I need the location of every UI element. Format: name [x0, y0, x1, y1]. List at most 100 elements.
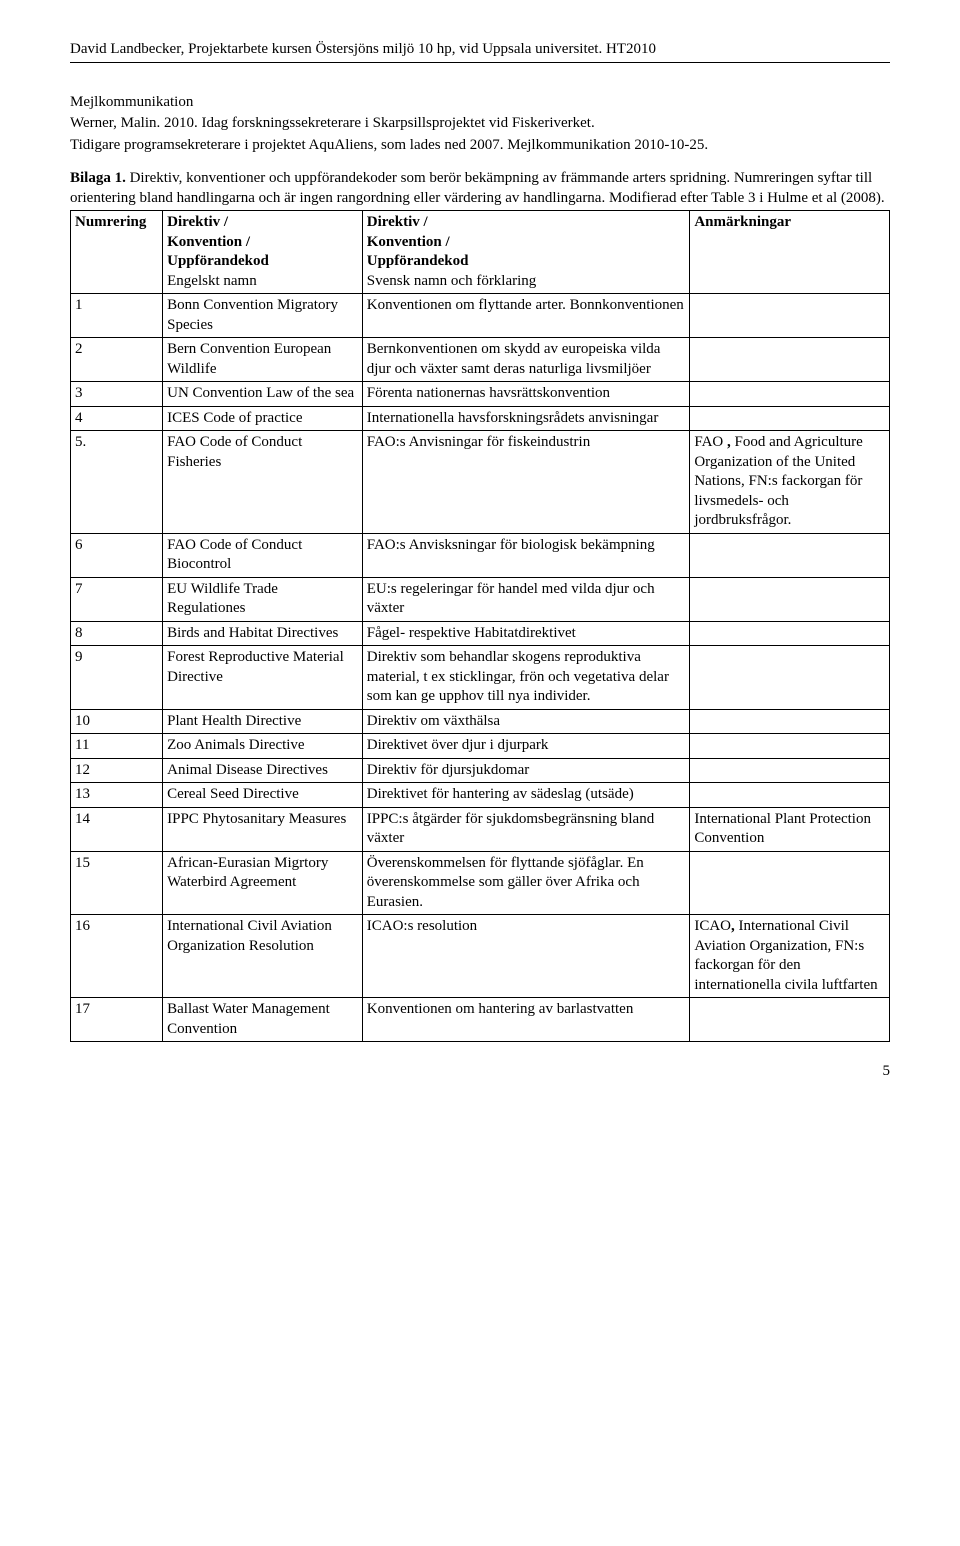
table-row: 9Forest Reproductive Material DirectiveD…: [71, 646, 890, 710]
cell-swedish: Bernkonventionen om skydd av europeiska …: [362, 338, 690, 382]
cell-swedish: FAO:s Anvisksningar för biologisk bekämp…: [362, 533, 690, 577]
table-row: 2Bern Convention European WildlifeBernko…: [71, 338, 890, 382]
cell-remarks: [690, 709, 890, 734]
cell-number: 16: [71, 915, 163, 998]
cell-number: 7: [71, 577, 163, 621]
cell-english: FAO Code of Conduct Fisheries: [163, 431, 363, 534]
th-en-1: Direktiv /: [167, 214, 228, 230]
cell-swedish: Konventionen om flyttande arter. Bonnkon…: [362, 294, 690, 338]
cell-swedish: Överenskommelsen för flyttande sjöfåglar…: [362, 851, 690, 915]
th-sv-1: Direktiv /: [367, 214, 428, 230]
cell-english: Plant Health Directive: [163, 709, 363, 734]
cell-remarks: ICAO, International Civil Aviation Organ…: [690, 915, 890, 998]
cell-english: IPPC Phytosanitary Measures: [163, 807, 363, 851]
table-row: 8Birds and Habitat DirectivesFågel- resp…: [71, 621, 890, 646]
cell-english: UN Convention Law of the sea: [163, 382, 363, 407]
cell-number: 8: [71, 621, 163, 646]
cell-swedish: Förenta nationernas havsrättskonvention: [362, 382, 690, 407]
cell-english: Zoo Animals Directive: [163, 734, 363, 759]
cell-remarks: [690, 577, 890, 621]
cell-remarks: [690, 338, 890, 382]
cell-number: 3: [71, 382, 163, 407]
cell-swedish: Direktiv som behandlar skogens reprodukt…: [362, 646, 690, 710]
paragraph-1: Mejlkommunikation: [70, 93, 890, 113]
th-numrering: Numrering: [71, 211, 163, 294]
cell-number: 5.: [71, 431, 163, 534]
table-row: 1Bonn Convention Migratory SpeciesKonven…: [71, 294, 890, 338]
cell-swedish: FAO:s Anvisningar för fiskeindustrin: [362, 431, 690, 534]
directive-table: Numrering Direktiv / Konvention / Uppför…: [70, 210, 890, 1042]
cell-remarks: [690, 851, 890, 915]
th-numrering-label: Numrering: [75, 214, 146, 230]
cell-swedish: IPPC:s åtgärder för sjukdomsbegränsning …: [362, 807, 690, 851]
th-en-4: Engelskt namn: [167, 273, 257, 289]
cell-number: 12: [71, 758, 163, 783]
cell-swedish: Direktiv om växthälsa: [362, 709, 690, 734]
cell-english: Bonn Convention Migratory Species: [163, 294, 363, 338]
cell-english: EU Wildlife Trade Regulationes: [163, 577, 363, 621]
table-row: 11Zoo Animals DirectiveDirektivet över d…: [71, 734, 890, 759]
cell-swedish: Direktiv för djursjukdomar: [362, 758, 690, 783]
page-number: 5: [70, 1062, 890, 1082]
cell-remarks: [690, 758, 890, 783]
header-rule: [70, 62, 890, 63]
table-row: 7EU Wildlife Trade RegulationesEU:s rege…: [71, 577, 890, 621]
cell-number: 15: [71, 851, 163, 915]
cell-english: Ballast Water Management Convention: [163, 998, 363, 1042]
cell-number: 6: [71, 533, 163, 577]
cell-swedish: Fågel- respektive Habitatdirektivet: [362, 621, 690, 646]
cell-remarks: [690, 646, 890, 710]
cell-swedish: EU:s regeleringar för handel med vilda d…: [362, 577, 690, 621]
cell-swedish: Internationella havsforskningsrådets anv…: [362, 406, 690, 431]
bilaga-paragraph: Bilaga 1. Direktiv, konventioner och upp…: [70, 169, 890, 208]
cell-english: Animal Disease Directives: [163, 758, 363, 783]
paragraph-2: Werner, Malin. 2010. Idag forskningssekr…: [70, 114, 890, 134]
th-svenskt: Direktiv / Konvention / Uppförandekod Sv…: [362, 211, 690, 294]
cell-remarks: [690, 382, 890, 407]
table-row: 17Ballast Water Management ConventionKon…: [71, 998, 890, 1042]
th-en-2: Konvention /: [167, 234, 250, 250]
cell-swedish: ICAO:s resolution: [362, 915, 690, 998]
th-anmarkningar: Anmärkningar: [690, 211, 890, 294]
table-row: 6FAO Code of Conduct BiocontrolFAO:s Anv…: [71, 533, 890, 577]
table-row: 12Animal Disease DirectivesDirektiv för …: [71, 758, 890, 783]
cell-remarks: [690, 533, 890, 577]
th-sv-2: Konvention /: [367, 234, 450, 250]
cell-number: 10: [71, 709, 163, 734]
cell-english: African-Eurasian Migrtory Waterbird Agre…: [163, 851, 363, 915]
cell-remarks: [690, 783, 890, 808]
cell-remarks: [690, 998, 890, 1042]
table-row: 10Plant Health DirectiveDirektiv om växt…: [71, 709, 890, 734]
table-row: 3UN Convention Law of the seaFörenta nat…: [71, 382, 890, 407]
cell-number: 1: [71, 294, 163, 338]
cell-remarks: FAO , Food and Agriculture Organization …: [690, 431, 890, 534]
cell-swedish: Direktivet för hantering av sädeslag (ut…: [362, 783, 690, 808]
cell-number: 13: [71, 783, 163, 808]
table-row: 15African-Eurasian Migrtory Waterbird Ag…: [71, 851, 890, 915]
cell-remarks: [690, 294, 890, 338]
table-row: 5.FAO Code of Conduct FisheriesFAO:s Anv…: [71, 431, 890, 534]
cell-remarks: [690, 621, 890, 646]
cell-number: 17: [71, 998, 163, 1042]
cell-english: Cereal Seed Directive: [163, 783, 363, 808]
page-header: David Landbecker, Projektarbete kursen Ö…: [70, 40, 890, 60]
table-row: 16International Civil Aviation Organizat…: [71, 915, 890, 998]
table-row: 14IPPC Phytosanitary MeasuresIPPC:s åtgä…: [71, 807, 890, 851]
th-en-3: Uppförandekod: [167, 253, 269, 269]
th-sv-3: Uppförandekod: [367, 253, 469, 269]
cell-remarks: [690, 406, 890, 431]
cell-english: Bern Convention European Wildlife: [163, 338, 363, 382]
cell-remarks: [690, 734, 890, 759]
cell-number: 2: [71, 338, 163, 382]
cell-remarks: International Plant Protection Conventio…: [690, 807, 890, 851]
th-an-label: Anmärkningar: [694, 214, 791, 230]
cell-number: 14: [71, 807, 163, 851]
table-header-row: Numrering Direktiv / Konvention / Uppför…: [71, 211, 890, 294]
bilaga-label: Bilaga 1.: [70, 170, 126, 186]
cell-english: Birds and Habitat Directives: [163, 621, 363, 646]
cell-number: 9: [71, 646, 163, 710]
bilaga-text: Direktiv, konventioner och uppförandekod…: [70, 170, 885, 206]
cell-swedish: Konventionen om hantering av barlastvatt…: [362, 998, 690, 1042]
cell-english: FAO Code of Conduct Biocontrol: [163, 533, 363, 577]
paragraph-3: Tidigare programsekreterare i projektet …: [70, 136, 890, 156]
